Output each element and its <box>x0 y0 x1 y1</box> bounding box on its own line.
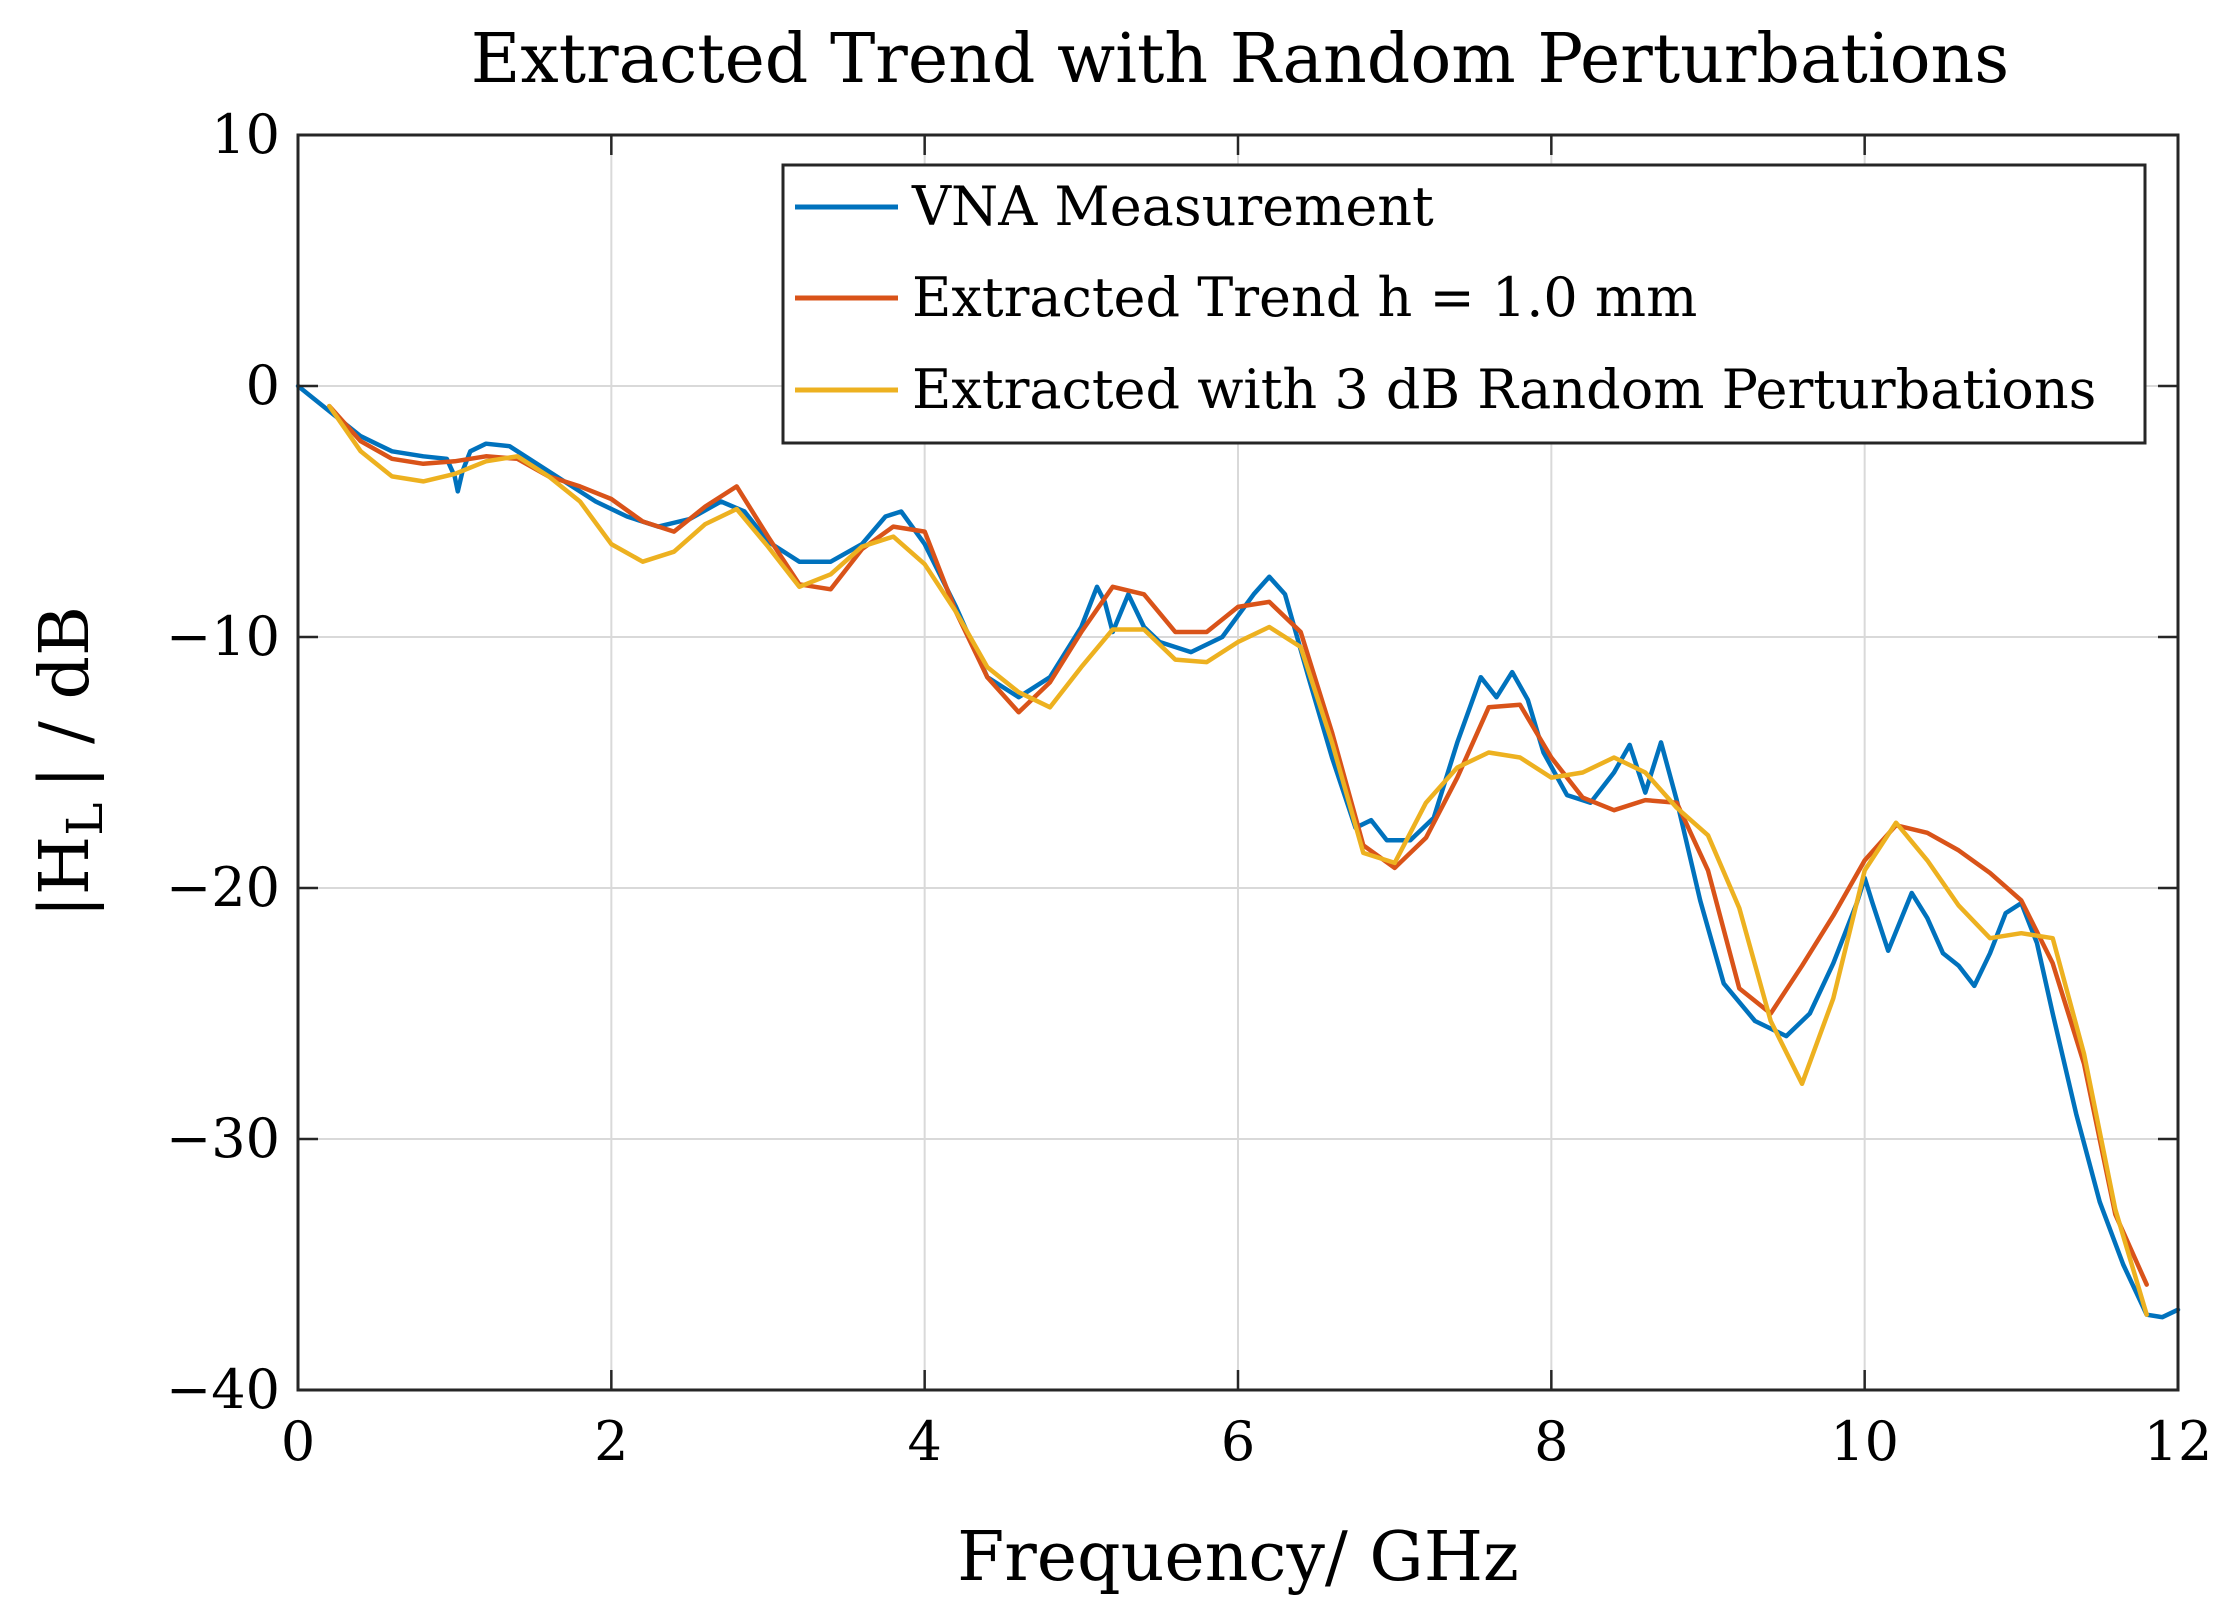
legend-box <box>781 163 2147 445</box>
y-axis-label-rest: | / dB <box>26 606 105 789</box>
y-tick-label: 10 <box>211 103 280 166</box>
legend: VNA Measurement Extracted Trend h = 1.0 m… <box>781 163 2147 445</box>
y-tick-label: −10 <box>166 605 280 668</box>
x-tick-label: 10 <box>1830 1410 1899 1473</box>
legend-label: Extracted with 3 dB Random Perturbations <box>912 358 2096 421</box>
y-tick-label: −20 <box>166 856 280 919</box>
series-lines <box>295 383 2181 1320</box>
y-tick-label: −30 <box>166 1107 280 1170</box>
y-axis-label-main: |H <box>26 836 105 918</box>
legend-label: Extracted Trend h = 1.0 mm <box>912 266 1697 329</box>
x-tick-label: 6 <box>1221 1410 1255 1473</box>
y-axis-label-subscript: L <box>56 803 114 836</box>
series-line-2 <box>327 403 2149 1287</box>
axis-ticks: 0 2 4 6 8 10 12 10 0 −10 −20 −30 −40 <box>166 103 2212 1473</box>
y-axis-label: |HL | / dB <box>26 606 114 918</box>
chart-title: Extracted Trend with Random Perturbation… <box>471 20 2009 99</box>
x-axis-label: Frequency/ GHz <box>957 1518 1519 1597</box>
x-tick-label: 8 <box>1534 1410 1568 1473</box>
x-tick-label: 2 <box>594 1410 628 1473</box>
y-tick-label: −40 <box>166 1358 280 1421</box>
y-tick-label: 0 <box>246 354 280 417</box>
series-line-1 <box>295 383 2181 1320</box>
x-tick-label: 0 <box>281 1410 315 1473</box>
series-line-3 <box>327 403 2149 1317</box>
x-tick-label: 12 <box>2144 1410 2213 1473</box>
x-tick-label: 4 <box>907 1410 941 1473</box>
legend-label: VNA Measurement <box>911 175 1434 238</box>
